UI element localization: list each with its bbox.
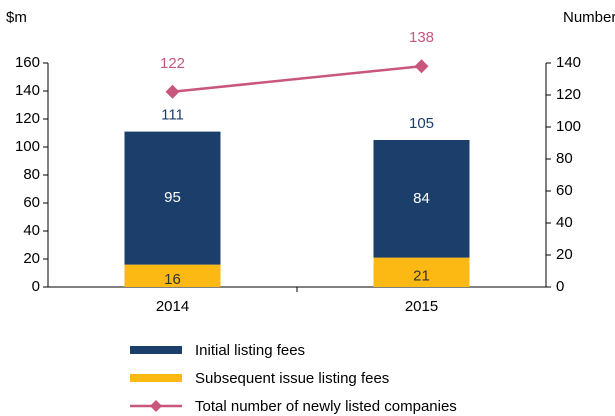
legend-swatch: [130, 374, 182, 382]
legend-label: Subsequent issue listing fees: [195, 370, 389, 387]
bar-segment: [124, 264, 221, 287]
bar-segment: [373, 257, 470, 287]
y2-tick-label: 0: [556, 278, 564, 295]
y-tick-label: 80: [23, 166, 40, 183]
bar-label: 84: [413, 190, 430, 207]
line: [172, 64, 422, 94]
legend-swatch: [130, 346, 182, 354]
y-tick-label: 160: [15, 54, 40, 71]
y-tick-label: 140: [15, 82, 40, 99]
bar-label: 16: [164, 271, 181, 288]
y2-tick-label: 80: [556, 150, 573, 167]
bar-label: 95: [164, 189, 181, 206]
x-tick-label: 2015: [405, 298, 438, 315]
line-label: 122: [160, 55, 185, 72]
y2-tick-label: 20: [556, 246, 573, 263]
y2-tick-label: 120: [556, 86, 581, 103]
y-tick-label: 40: [23, 222, 40, 239]
y2-tick-label: 100: [556, 118, 581, 135]
line-marker: [165, 84, 180, 99]
y-tick-label: 120: [15, 110, 40, 127]
y-axis-label: $m: [6, 9, 27, 26]
line-marker: [414, 59, 429, 74]
bar-segment: [373, 140, 470, 258]
y2-tick-label: 40: [556, 214, 573, 231]
line-label: 138: [409, 29, 434, 46]
bar-segment: [124, 131, 221, 265]
y2-tick-label: 60: [556, 182, 573, 199]
x-tick-label: 2014: [156, 298, 189, 315]
bar-label: 21: [413, 267, 430, 284]
legend-label: Initial listing fees: [195, 342, 305, 359]
legend-marker: [150, 400, 162, 412]
total-label: 111: [161, 107, 184, 124]
y2-axis-label: Number: [563, 9, 615, 26]
y-tick-label: 0: [32, 278, 40, 295]
y-tick-label: 100: [15, 138, 40, 155]
total-label: 105: [409, 115, 434, 132]
legend-label: Total number of newly listed companies: [195, 398, 457, 415]
y2-tick-label: 140: [556, 54, 581, 71]
y-tick-label: 60: [23, 194, 40, 211]
y-tick-label: 20: [23, 250, 40, 267]
